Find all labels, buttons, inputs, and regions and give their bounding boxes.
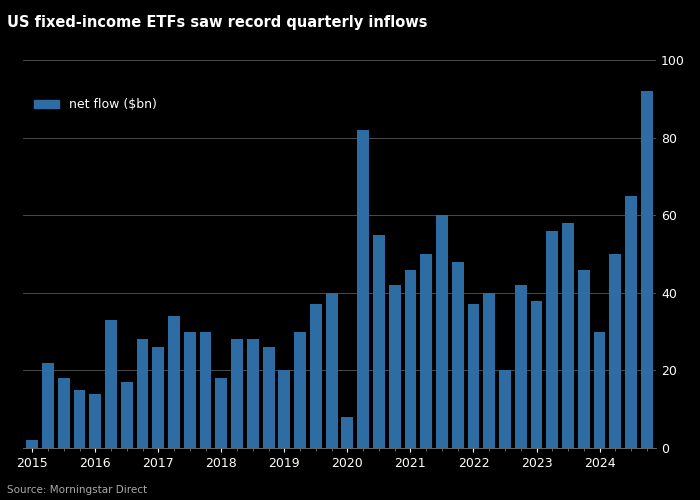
Bar [184, 332, 196, 448]
Bar [405, 270, 416, 448]
Bar [578, 270, 589, 448]
Bar [58, 378, 70, 448]
Text: US fixed-income ETFs saw record quarterly inflows: US fixed-income ETFs saw record quarterl… [7, 15, 428, 30]
Bar [136, 340, 148, 448]
Bar [168, 316, 180, 448]
Bar [452, 262, 463, 448]
Legend: net flow ($bn): net flow ($bn) [29, 94, 162, 116]
Text: Source: Morningstar Direct: Source: Morningstar Direct [7, 485, 147, 495]
Bar [279, 370, 290, 448]
Bar [247, 340, 259, 448]
Bar [105, 320, 117, 448]
Bar [121, 382, 133, 448]
Bar [514, 285, 526, 448]
Bar [42, 362, 54, 448]
Bar [199, 332, 211, 448]
Bar [310, 304, 322, 448]
Bar [373, 234, 385, 448]
Bar [27, 440, 38, 448]
Bar [420, 254, 432, 448]
Bar [531, 300, 542, 448]
Bar [74, 390, 85, 448]
Bar [562, 223, 574, 448]
Bar [468, 304, 480, 448]
Bar [90, 394, 102, 448]
Bar [326, 293, 337, 448]
Bar [153, 347, 164, 448]
Bar [483, 293, 495, 448]
Bar [294, 332, 306, 448]
Bar [389, 285, 400, 448]
Bar [231, 340, 243, 448]
Bar [641, 91, 652, 448]
Bar [216, 378, 228, 448]
Bar [610, 254, 621, 448]
Bar [357, 130, 369, 448]
Bar [342, 417, 354, 448]
Bar [594, 332, 606, 448]
Bar [499, 370, 511, 448]
Bar [546, 230, 558, 448]
Bar [436, 215, 448, 448]
Bar [262, 347, 274, 448]
Bar [625, 196, 637, 448]
